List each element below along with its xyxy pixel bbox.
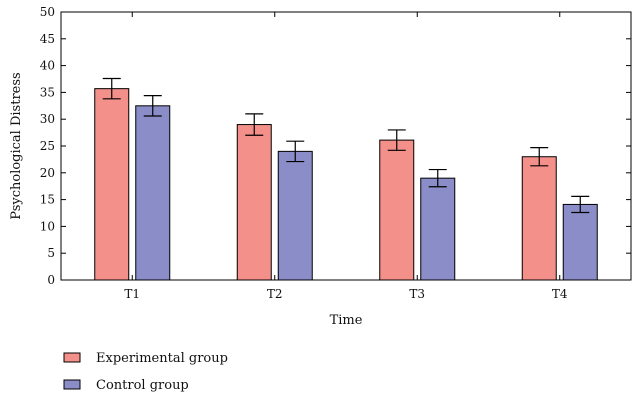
legend-swatch-experimental (63, 352, 81, 363)
bar-control-t3 (420, 177, 456, 281)
x-axis-title: Time (330, 313, 363, 328)
y-tick-label: 0 (47, 273, 55, 287)
y-tick-label: 35 (40, 85, 55, 99)
y-tick-label: 50 (40, 5, 55, 19)
error-bars-group (102, 77, 590, 214)
x-tick-label-t2: T2 (267, 287, 283, 301)
x-tick-label-t3: T3 (409, 287, 425, 301)
x-tick-label-t4: T4 (552, 287, 568, 301)
bar-experimental-t4 (521, 156, 557, 281)
y-tick-label: 20 (40, 166, 55, 180)
legend: Experimental group Control group (63, 351, 228, 393)
legend-swatch-control (63, 379, 81, 390)
y-tick-label: 25 (40, 139, 55, 153)
bars-group (94, 88, 598, 281)
y-tick-label: 45 (40, 32, 55, 46)
x-axis-ticks: T1 T2 T3 T4 (124, 12, 568, 301)
y-tick-label: 5 (47, 246, 55, 260)
y-tick-label: 15 (40, 193, 55, 207)
bar-control-t4 (562, 203, 598, 281)
x-tick-label-t1: T1 (124, 287, 140, 301)
bar-experimental-t2 (236, 124, 272, 281)
bar-experimental-t3 (379, 139, 415, 281)
y-axis-title: Psychological Distress (9, 72, 24, 219)
y-axis-ticks: 0 5 10 15 20 25 30 35 40 45 50 (40, 5, 631, 287)
y-tick-label: 30 (40, 112, 55, 126)
bar-control-t2 (277, 150, 313, 281)
bar-experimental-t1 (94, 88, 130, 281)
y-tick-label: 10 (40, 219, 55, 233)
y-tick-label: 40 (40, 59, 55, 73)
bar-control-t1 (135, 105, 171, 281)
legend-label-experimental: Experimental group (96, 351, 228, 366)
legend-label-control: Control group (96, 378, 189, 393)
